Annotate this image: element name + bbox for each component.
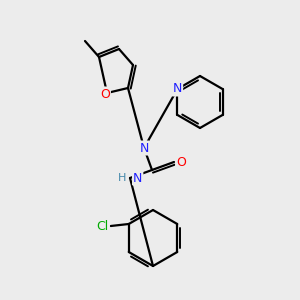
Text: O: O bbox=[176, 155, 186, 169]
Text: Cl: Cl bbox=[97, 220, 109, 232]
Text: N: N bbox=[139, 142, 149, 154]
Text: H: H bbox=[118, 173, 126, 183]
Text: N: N bbox=[173, 82, 182, 95]
Text: O: O bbox=[100, 88, 110, 100]
Text: N: N bbox=[133, 172, 142, 184]
